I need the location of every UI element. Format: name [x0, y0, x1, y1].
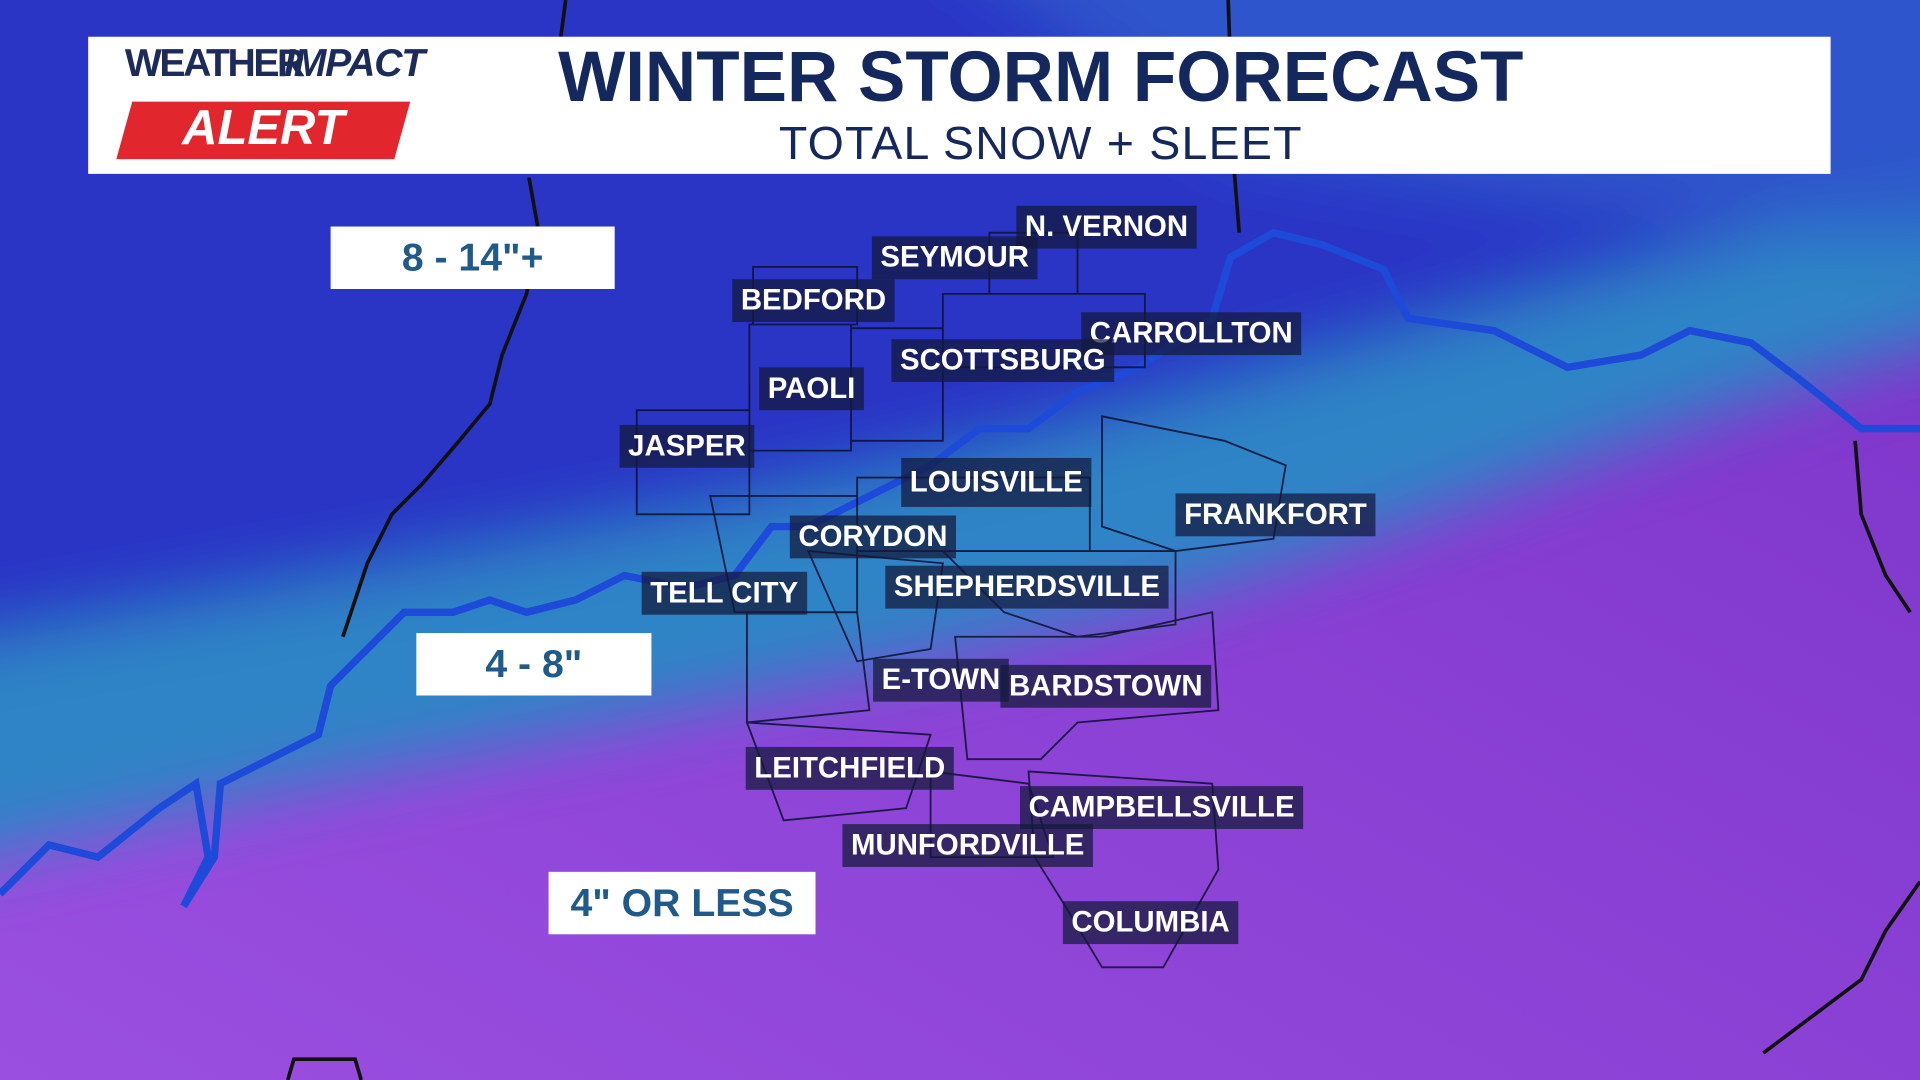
city-box: [789, 515, 957, 559]
logo-weather: WEATHER: [125, 42, 305, 85]
subtitle: TOTAL SNOW + SLEET: [779, 117, 1303, 169]
zone-label: 8 - 14"+: [402, 237, 544, 280]
state-borders: [285, 0, 1920, 1080]
zone-label: 4 - 8": [485, 643, 582, 686]
city-box: [842, 824, 1093, 867]
zone-box: [548, 871, 816, 935]
city-label: JASPER: [628, 429, 746, 462]
city-box: [619, 424, 755, 468]
city-label: SEYMOUR: [880, 241, 1029, 274]
city-box: [1016, 205, 1197, 249]
city-label: SCOTTSBURG: [900, 344, 1106, 377]
city-box: [641, 571, 808, 615]
city-label: BARDSTOWN: [1009, 669, 1203, 702]
city-box: [871, 236, 1038, 280]
title: WINTER STORM FORECAST: [558, 38, 1523, 117]
city-label: MUNFORDVILLE: [851, 829, 1084, 862]
city-label: LEITCHFIELD: [754, 751, 945, 784]
zone-labels: 8 - 14"+ 4 - 8" 4" OR LESS: [330, 226, 816, 935]
city-box: [1062, 901, 1239, 945]
city-label: CAMPBELLSVILLE: [1029, 791, 1295, 824]
city-label: BEDFORD: [741, 284, 886, 317]
city-box: [891, 339, 1115, 383]
city-box: [1020, 786, 1304, 829]
city-box: [732, 279, 895, 323]
city-box: [745, 746, 954, 790]
city-box: [1000, 664, 1212, 708]
city-box: [759, 367, 864, 411]
city-box: [885, 565, 1169, 609]
zone-label: 4" OR LESS: [570, 882, 793, 925]
ohio-river: [0, 228, 1920, 909]
city-box: [901, 457, 1092, 507]
logo-impact: IMPACT: [284, 42, 428, 85]
zone-box: [416, 633, 652, 696]
city-box: [1175, 493, 1376, 537]
city-label: PAOLI: [768, 372, 856, 405]
city-label: LOUISVILLE: [910, 465, 1083, 498]
city-box: [1081, 312, 1302, 356]
city-label: CARROLLTON: [1090, 317, 1293, 350]
city-label: E-TOWN: [882, 663, 1001, 696]
logo-alert: ALERT: [181, 101, 348, 155]
city-label: TELL CITY: [650, 576, 798, 609]
city-label: CORYDON: [798, 520, 947, 553]
city-label: FRANKFORT: [1184, 498, 1367, 531]
city-label: COLUMBIA: [1071, 906, 1229, 939]
city-label: N. VERNON: [1025, 210, 1188, 243]
city-label: SHEPHERDSVILLE: [894, 570, 1160, 603]
zone-box: [330, 226, 615, 289]
city-box: [873, 658, 1009, 702]
logo-alert-bg: [116, 101, 411, 160]
